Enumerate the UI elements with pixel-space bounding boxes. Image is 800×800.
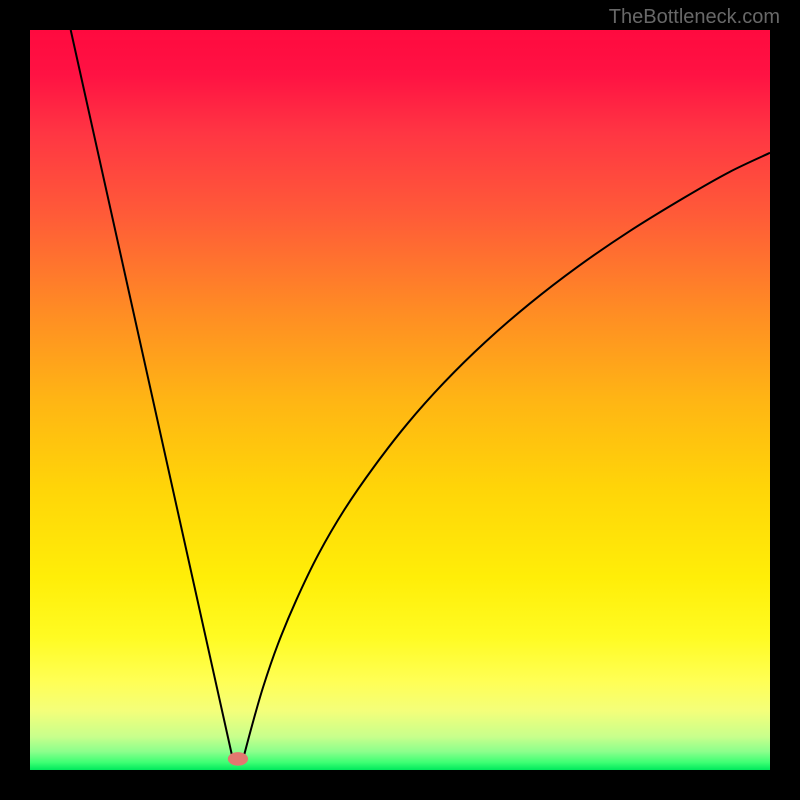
curve-layer bbox=[30, 30, 770, 770]
plot-area bbox=[30, 30, 770, 770]
curve-right-branch bbox=[243, 153, 770, 759]
vertex-marker bbox=[228, 753, 247, 766]
curve-left-branch bbox=[71, 30, 233, 759]
watermark-text: TheBottleneck.com bbox=[609, 6, 780, 29]
